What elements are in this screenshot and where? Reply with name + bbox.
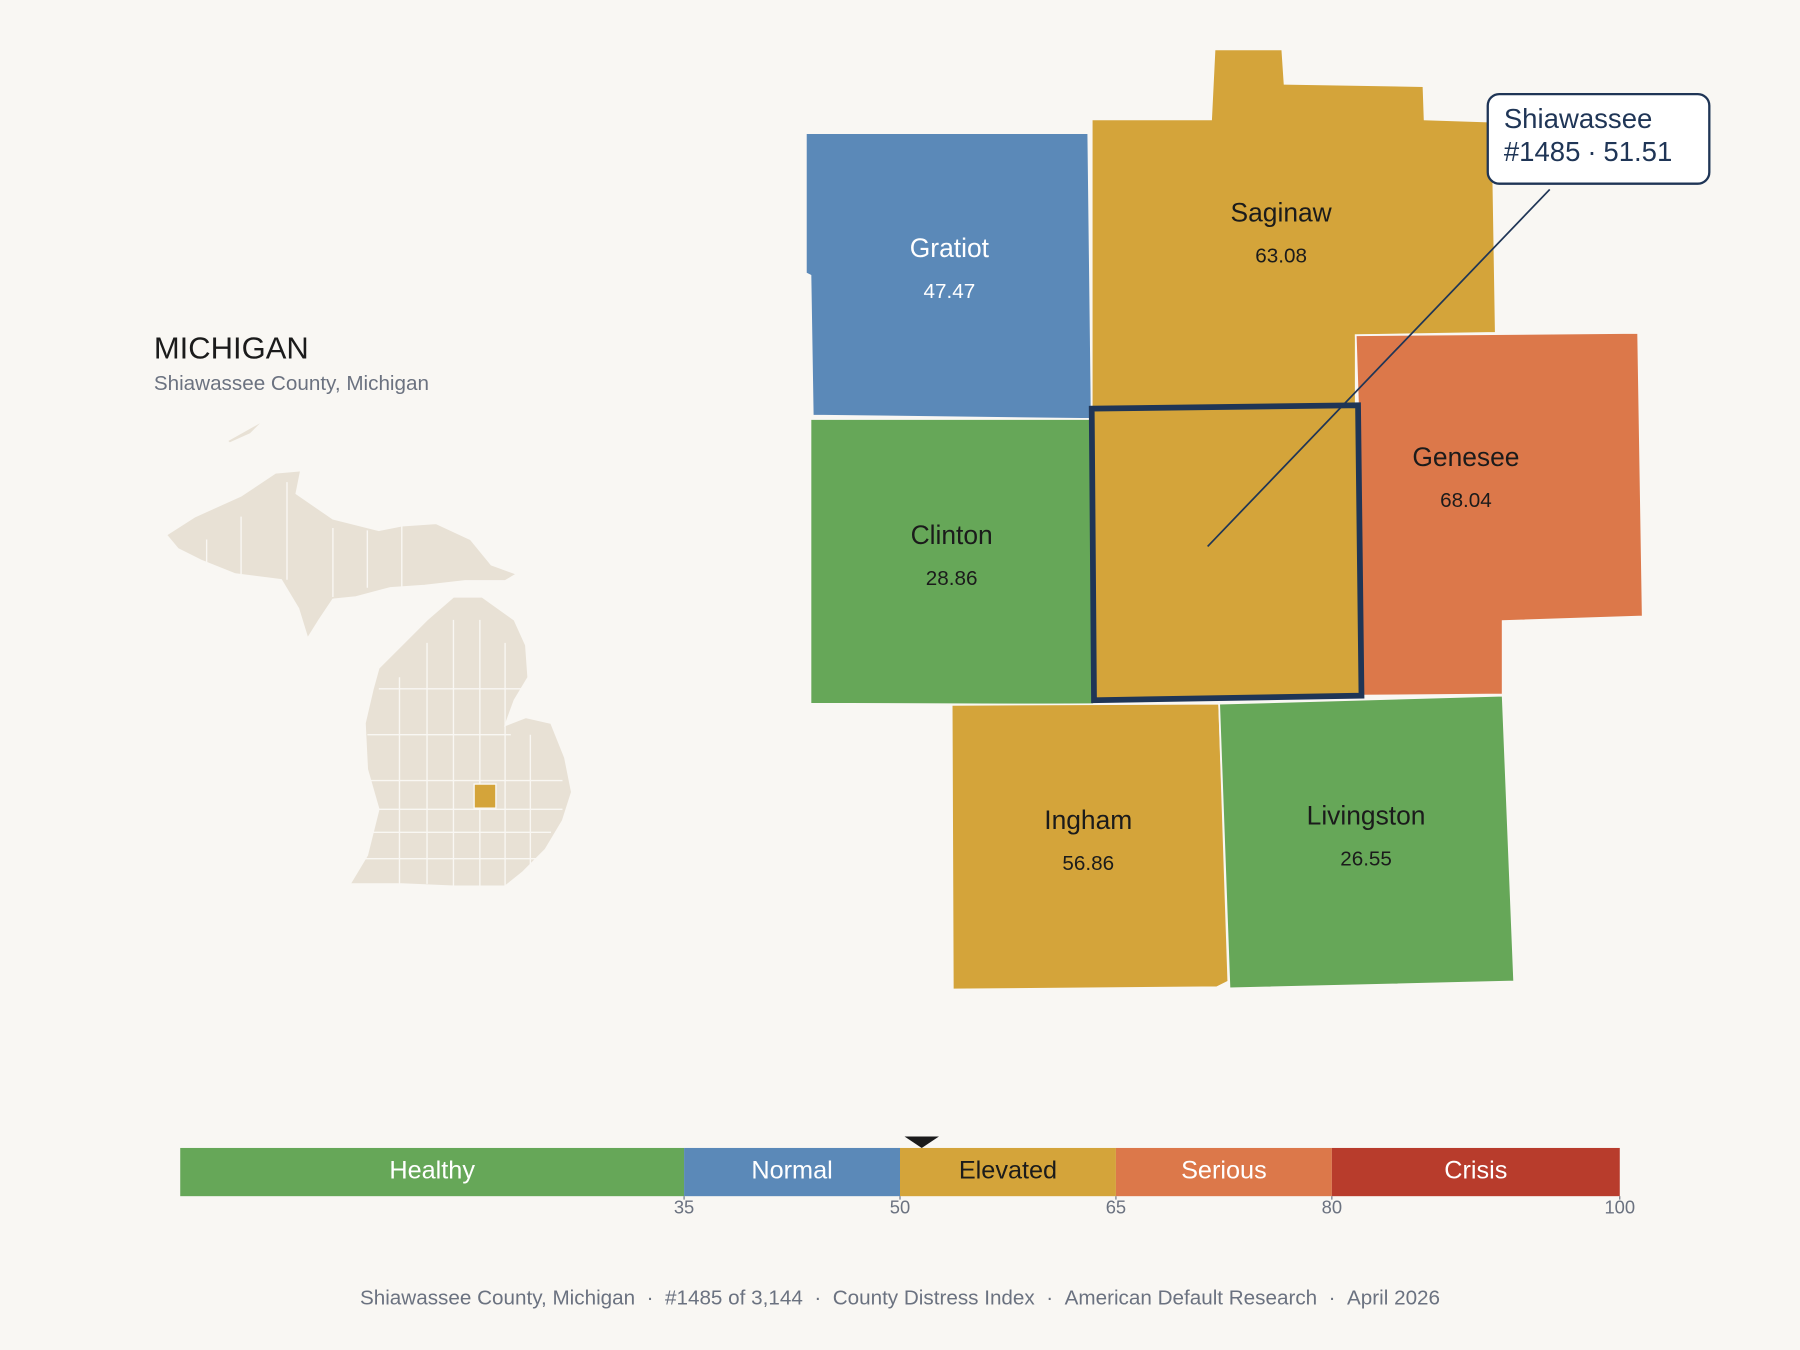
upper-peninsula: [165, 469, 519, 640]
county-value: 26.55: [1340, 847, 1392, 870]
subtitle: Shiawassee County, Michigan: [154, 372, 429, 395]
county-value: 56.86: [1062, 852, 1114, 875]
tick-label: 35: [674, 1197, 694, 1218]
band-label: Normal: [751, 1157, 832, 1185]
footer-item: Shiawassee County, Michigan: [360, 1287, 635, 1310]
highlight-county: [473, 783, 497, 809]
callout-separator: ·: [1587, 136, 1596, 167]
county-value: 28.86: [926, 567, 978, 590]
scale-band: [900, 1147, 1116, 1197]
county-name: Gratiot: [910, 233, 990, 263]
county[interactable]: [950, 702, 1230, 991]
footer-item: April 2026: [1347, 1287, 1440, 1310]
county[interactable]: [1218, 694, 1516, 990]
county-name: Livingston: [1307, 800, 1426, 830]
band-label: Serious: [1181, 1157, 1267, 1185]
lower-peninsula: [348, 596, 573, 887]
selected-county[interactable]: [1088, 402, 1365, 704]
county[interactable]: [809, 418, 1095, 706]
footer-item: #1485 of 3,144: [665, 1287, 803, 1310]
state-title: MICHIGAN: [154, 330, 309, 365]
callout-rank: #1485: [1504, 136, 1581, 167]
scale-band: [180, 1147, 685, 1197]
tick-label: 100: [1604, 1197, 1635, 1218]
band-label: Elevated: [959, 1157, 1057, 1185]
callout-name: Shiawassee: [1504, 103, 1653, 134]
footer-separator: ·: [647, 1287, 654, 1310]
scale-band: [684, 1147, 900, 1197]
footer-separator: ·: [1046, 1287, 1053, 1310]
tick-label: 50: [890, 1197, 910, 1218]
footer-item: County Distress Index: [833, 1287, 1036, 1310]
callout-detail: #1485 · 51.51: [1504, 136, 1673, 167]
callout-leader: [1207, 188, 1551, 548]
tick-label: 65: [1106, 1197, 1126, 1218]
county-borders: [205, 482, 563, 887]
footer-separator: ·: [1329, 1287, 1336, 1310]
footer-item: American Default Research: [1065, 1287, 1318, 1310]
callout-box: [1486, 92, 1711, 185]
scale-band: [1115, 1147, 1332, 1197]
county-name: Clinton: [911, 520, 993, 550]
band-label: Healthy: [389, 1157, 475, 1185]
county-name: Ingham: [1044, 805, 1132, 835]
tick-label: 80: [1322, 1197, 1342, 1218]
island: [226, 419, 265, 444]
footer: Shiawassee County, Michigan · #1485 of 3,1…: [360, 1287, 1440, 1310]
county-name: Saginaw: [1231, 198, 1333, 228]
value-marker: [904, 1136, 939, 1148]
county-value: 47.47: [924, 280, 976, 303]
county-name: Genesee: [1412, 442, 1519, 472]
county[interactable]: [805, 132, 1093, 420]
distress-scale: Healthy Normal Elevated Serious Crisis 35 50 65…: [180, 1136, 1635, 1218]
county-value: 68.04: [1440, 489, 1492, 512]
scale-band: [1331, 1147, 1620, 1197]
county-map: Gratiot 47.47 Saginaw 63.08 Genesee 68.04 Clin…: [805, 48, 1711, 991]
callout-value: 51.51: [1603, 136, 1672, 167]
state-minimap: [165, 419, 573, 887]
county-value: 63.08: [1255, 245, 1307, 268]
band-label: Crisis: [1444, 1157, 1507, 1185]
footer-separator: ·: [814, 1287, 821, 1310]
